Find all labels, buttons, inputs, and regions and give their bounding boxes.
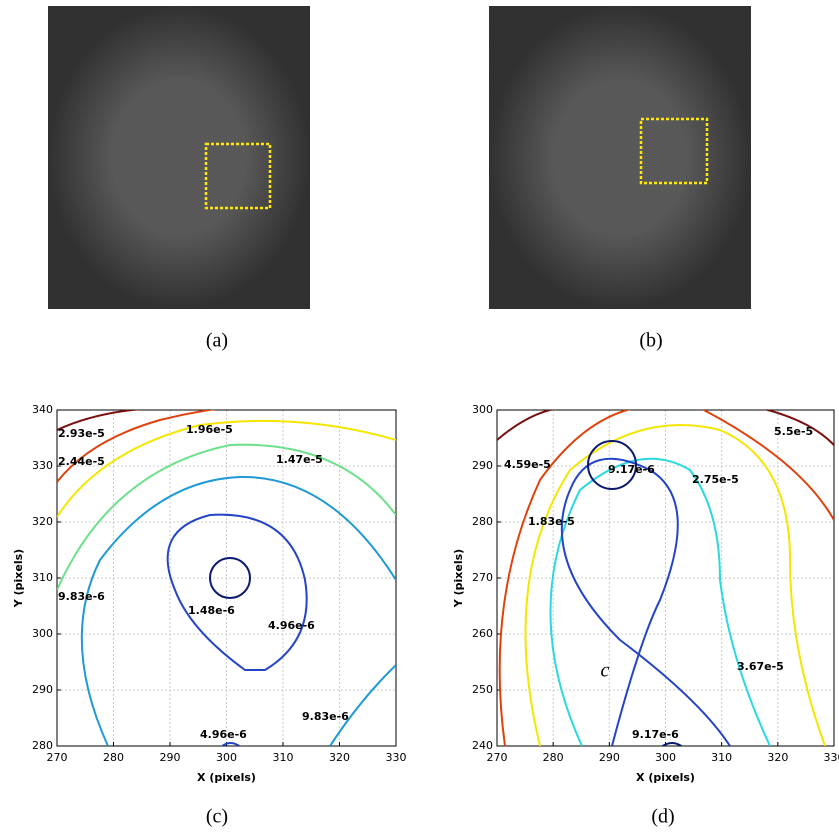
y-tick-label: 290 <box>472 459 493 472</box>
contours-c <box>57 410 396 746</box>
contour-line <box>560 457 731 746</box>
contour-line <box>220 742 241 746</box>
y-tick-label: 320 <box>32 515 53 528</box>
image-b <box>489 6 751 309</box>
level-label: 4.59e-5 <box>504 458 551 471</box>
x-tick-label: 330 <box>386 751 407 764</box>
contour-line <box>498 410 632 746</box>
contour-line <box>763 410 834 446</box>
y-tick-label: 240 <box>472 739 493 752</box>
contour-line <box>329 664 396 746</box>
x-tick-label: 310 <box>711 751 732 764</box>
contour-line <box>166 513 308 671</box>
level-label: 4.96e-6 <box>200 728 247 741</box>
axes-frame <box>56 409 397 747</box>
x-tick-label: 290 <box>599 751 620 764</box>
level-label: 1.48e-6 <box>188 604 235 617</box>
caption: (d) <box>651 806 674 828</box>
contour-line <box>701 410 834 521</box>
y-tick-label: 270 <box>472 571 493 584</box>
level-labels-d: 4.59e-5 5.5e-5 1.83e-5 2.75e-5 9.17e-6 3… <box>504 425 813 741</box>
contour-line <box>80 475 396 746</box>
y-tick-label: 260 <box>472 627 493 640</box>
level-label: 9.83e-6 <box>58 590 105 603</box>
contour-line <box>57 419 396 518</box>
caption: (a) <box>206 330 228 352</box>
y-axis-label: Y (pixels) <box>12 549 25 608</box>
y-tick-label: 330 <box>32 459 53 472</box>
contour-line <box>57 443 396 591</box>
level-label: 2.44e-5 <box>58 455 105 468</box>
x-axis-label: X (pixels) <box>197 771 256 784</box>
y-tick-label: 300 <box>32 627 53 640</box>
y-tick-label: 310 <box>32 571 53 584</box>
level-label: 1.47e-5 <box>276 453 323 466</box>
contour-line <box>57 410 143 431</box>
x-tick-label: 280 <box>543 751 564 764</box>
level-label: 4.96e-6 <box>268 619 315 632</box>
contours-d <box>497 410 834 746</box>
x-tick-label: 290 <box>160 751 181 764</box>
contour-line <box>497 410 555 441</box>
x-tick-label: 280 <box>103 751 124 764</box>
y-tick-label: 290 <box>32 683 53 696</box>
contour-line <box>57 410 216 483</box>
level-label: 2.75e-5 <box>692 473 739 486</box>
x-tick-label: 320 <box>329 751 350 764</box>
x-tick-label: 270 <box>487 751 508 764</box>
level-labels-c: 2.93e-5 2.44e-5 1.96e-5 1.47e-5 9.83e-6 … <box>58 423 349 741</box>
level-label: 5.5e-5 <box>774 425 813 438</box>
level-label: 3.67e-5 <box>737 660 784 673</box>
level-label: 9.83e-6 <box>302 710 349 723</box>
level-label: 1.83e-5 <box>528 515 575 528</box>
y-tick-label: 280 <box>472 515 493 528</box>
axes-frame <box>496 409 835 747</box>
contour-line <box>524 424 826 746</box>
y-tick-label: 280 <box>32 739 53 752</box>
y-tick-label: 300 <box>472 403 493 416</box>
contour-line <box>661 742 683 746</box>
x-tick-label: 300 <box>216 751 237 764</box>
caption: (c) <box>206 806 228 828</box>
caption: (b) <box>639 330 662 352</box>
level-label: 9.17e-6 <box>632 728 679 741</box>
contour-line <box>587 440 637 490</box>
x-tick-label: 310 <box>273 751 294 764</box>
x-axis-label: X (pixels) <box>636 771 695 784</box>
annotation: c <box>601 660 610 682</box>
x-tick-label: 330 <box>824 751 839 764</box>
x-tick-label: 270 <box>47 751 68 764</box>
y-tick-label: 250 <box>472 683 493 696</box>
x-tick-label: 300 <box>655 751 676 764</box>
level-label: 2.93e-5 <box>58 427 105 440</box>
contour-line <box>549 457 771 746</box>
x-tick-label: 320 <box>767 751 788 764</box>
contour-line <box>209 557 251 599</box>
y-axis-label: Y (pixels) <box>452 549 465 608</box>
level-label: 1.96e-5 <box>186 423 233 436</box>
level-label: 9.17e-6 <box>608 463 655 476</box>
y-tick-label: 340 <box>32 403 53 416</box>
image-a <box>48 6 310 309</box>
